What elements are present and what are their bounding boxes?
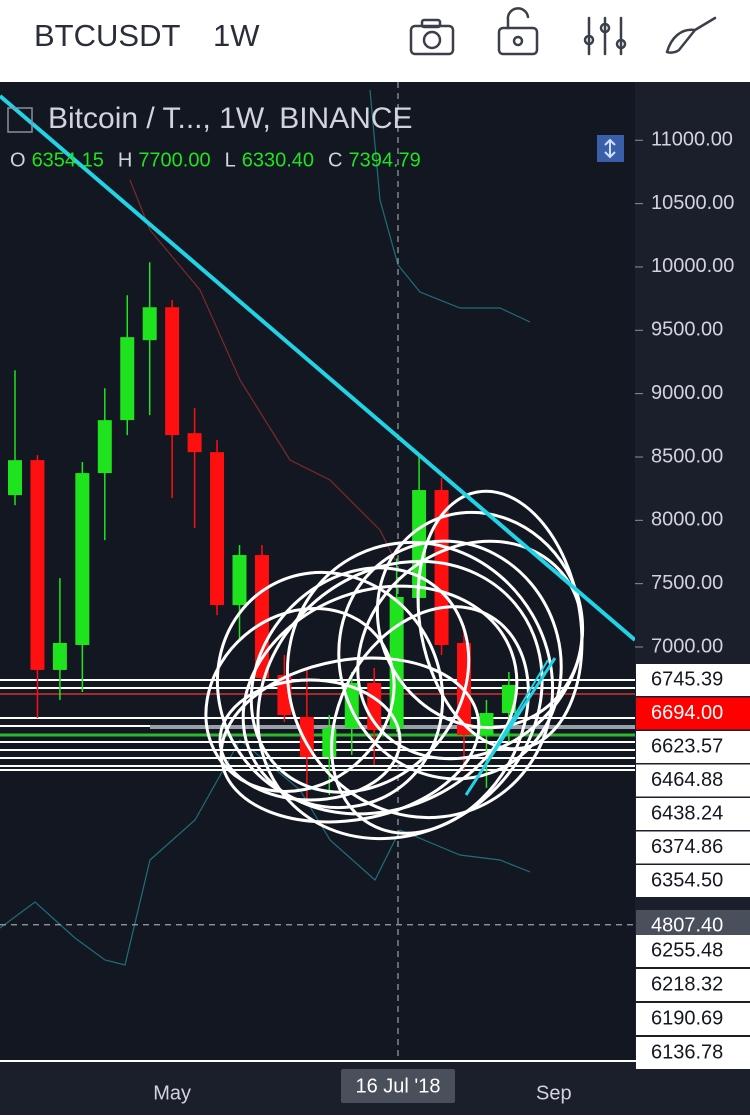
x-tick-label: May bbox=[153, 1082, 191, 1104]
price-axis: 11000.00 10500.00 10000.00 9500.00 9000.00 85… bbox=[635, 129, 750, 1069]
crosshair-price-label: 4807.40 bbox=[651, 914, 723, 936]
price-label: 6190.69 bbox=[651, 1007, 723, 1029]
y-tick-label: 8500.00 bbox=[651, 445, 723, 467]
candle-body bbox=[97, 420, 112, 474]
candle-body bbox=[187, 433, 202, 453]
price-label: 6464.88 bbox=[651, 769, 723, 791]
last-price-label: 6694.00 bbox=[651, 702, 723, 724]
y-tick-label: 10500.00 bbox=[651, 192, 734, 214]
chart-title: Bitcoin / T..., 1W, BINANCE bbox=[48, 102, 413, 135]
price-label: 6136.78 bbox=[651, 1041, 723, 1063]
crosshair-date-label: 16 Jul '18 bbox=[356, 1075, 441, 1097]
price-label: 6354.50 bbox=[651, 869, 723, 891]
y-tick-label: 9500.00 bbox=[651, 319, 723, 341]
ohlc-label: L bbox=[225, 149, 236, 171]
price-label: 6438.24 bbox=[651, 802, 723, 824]
scribble bbox=[249, 566, 471, 794]
candle-body bbox=[254, 555, 269, 679]
trend-line bbox=[0, 94, 635, 642]
ohlc-value: 7700.00 bbox=[138, 149, 210, 171]
price-label-bg bbox=[636, 865, 750, 897]
candle-body bbox=[8, 460, 22, 496]
price-label-bg bbox=[636, 1037, 750, 1069]
camera-icon[interactable] bbox=[409, 18, 455, 56]
price-label-bg bbox=[636, 798, 750, 830]
price-label: 6745.39 bbox=[651, 668, 723, 690]
settings-icon[interactable] bbox=[583, 16, 627, 56]
price-label: 6255.48 bbox=[651, 939, 723, 961]
candle-body bbox=[299, 716, 314, 757]
price-label-bg bbox=[636, 731, 750, 763]
y-tick-label: 11000.00 bbox=[651, 129, 733, 151]
collapse-button[interactable] bbox=[7, 107, 33, 133]
y-tick-label: 9000.00 bbox=[651, 382, 723, 404]
ohlc-label: O bbox=[10, 149, 26, 171]
ohlc-value: 6330.40 bbox=[242, 149, 314, 171]
candle-body bbox=[210, 452, 225, 606]
scale-icon bbox=[604, 138, 616, 159]
scribble bbox=[241, 584, 519, 816]
interval[interactable]: 1W bbox=[213, 18, 260, 53]
y-tick-label: 7500.00 bbox=[651, 572, 723, 594]
price-label-bg bbox=[636, 1003, 750, 1035]
last-price-label-bg bbox=[636, 697, 750, 730]
indicator-line bbox=[369, 89, 531, 323]
candle-body bbox=[232, 555, 247, 606]
candle-body bbox=[120, 337, 135, 421]
candle-body bbox=[322, 727, 337, 757]
crosshair-date-bg bbox=[341, 1069, 455, 1103]
scribble bbox=[337, 539, 563, 781]
drawing-icon[interactable] bbox=[665, 16, 717, 54]
y-tick-label: 7000.00 bbox=[651, 635, 723, 657]
price-label-bg bbox=[636, 664, 750, 696]
candle-body bbox=[479, 713, 494, 735]
price-label: 6218.32 bbox=[651, 973, 723, 995]
candle-body bbox=[30, 460, 45, 670]
indicator-line bbox=[129, 179, 396, 561]
y-tick-label: 8000.00 bbox=[651, 509, 723, 531]
scribble bbox=[416, 489, 584, 751]
candle-body bbox=[142, 307, 157, 341]
candle-body bbox=[52, 642, 67, 670]
scribble bbox=[218, 678, 402, 802]
scribble bbox=[356, 539, 584, 761]
ohlc-legend: O 6354.15 H 7700.00 L 6330.40 C 7394.79 bbox=[10, 149, 421, 171]
scribble bbox=[375, 510, 585, 730]
ohlc-value: 6354.15 bbox=[32, 149, 104, 171]
candle-body bbox=[75, 473, 90, 645]
scribble bbox=[285, 540, 555, 820]
ohlc-value: 7394.79 bbox=[348, 149, 420, 171]
candle-body bbox=[165, 307, 180, 436]
scribble bbox=[330, 605, 530, 835]
price-label: 6374.86 bbox=[651, 836, 723, 858]
y-tick-label: 10000.00 bbox=[651, 255, 734, 277]
indicator-line bbox=[0, 739, 531, 966]
ohlc-label: C bbox=[328, 149, 342, 171]
price-label-bg bbox=[636, 831, 750, 864]
scribble bbox=[215, 570, 445, 810]
symbol[interactable]: BTCUSDT bbox=[34, 18, 180, 53]
price-label-bg bbox=[636, 764, 750, 797]
trend-line bbox=[484, 659, 549, 766]
price-label: 6623.57 bbox=[651, 735, 723, 757]
overlay-drawings bbox=[0, 94, 635, 841]
trend-line bbox=[464, 657, 557, 796]
price-label-bg bbox=[636, 935, 750, 967]
ohlc-label: H bbox=[118, 149, 132, 171]
lock-icon[interactable] bbox=[497, 7, 539, 56]
x-tick-label: Sep bbox=[536, 1082, 572, 1104]
price-label-bg bbox=[636, 969, 750, 1001]
